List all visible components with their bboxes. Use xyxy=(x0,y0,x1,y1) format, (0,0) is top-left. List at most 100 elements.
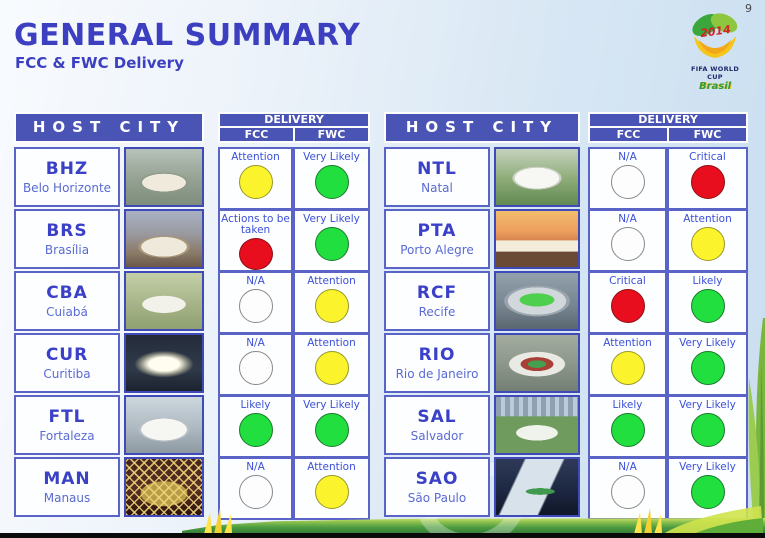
status-label: Actions to be taken xyxy=(221,213,290,237)
table-row: SAL Salvador Likely Very Likely xyxy=(384,395,748,458)
fcc-status-cell: Actions to be taken xyxy=(218,209,293,272)
stadium-photo xyxy=(494,333,580,393)
city-cell: FTL Fortaleza xyxy=(14,395,120,455)
city-name: Salvador xyxy=(410,429,464,443)
fcc-status-cell: Critical xyxy=(588,271,667,334)
city-name: Recife xyxy=(418,305,456,319)
city-cell: CBA Cuiabá xyxy=(14,271,120,331)
fwc-status-cell: Attention xyxy=(293,457,370,520)
city-code: MAN xyxy=(43,469,91,489)
stadium-photo xyxy=(124,209,204,269)
fcc-status-cell: N/A xyxy=(588,209,667,272)
stadium-photo xyxy=(494,147,580,207)
status-circle xyxy=(314,165,349,200)
stadium-photo xyxy=(124,457,204,517)
city-code: PTA xyxy=(417,221,457,241)
status-label: Very Likely xyxy=(679,461,736,473)
table-row: RCF Recife Critical Likely xyxy=(384,271,748,334)
fcc-column-header: FCC xyxy=(590,128,669,143)
table-row: BHZ Belo Horizonte Attention Very Likely xyxy=(14,147,370,210)
stadium-photo xyxy=(494,209,580,269)
city-code: SAL xyxy=(417,407,457,427)
city-name: São Paulo xyxy=(407,491,467,505)
status-circle xyxy=(314,289,349,324)
status-circle xyxy=(238,351,273,386)
status-label: Very Likely xyxy=(303,151,360,163)
host-city-header: HOST CITY xyxy=(14,112,204,143)
status-circle xyxy=(610,475,645,510)
city-cell: SAL Salvador xyxy=(384,395,490,455)
status-circle xyxy=(314,475,349,510)
status-label: N/A xyxy=(618,213,637,225)
host-city-header: HOST CITY xyxy=(384,112,580,143)
status-circle xyxy=(610,289,645,324)
logo-title: FIFA WORLD CUP xyxy=(690,65,740,81)
status-circle xyxy=(690,475,725,510)
status-circle xyxy=(238,475,273,510)
status-label: Very Likely xyxy=(303,213,360,225)
status-circle xyxy=(610,227,645,262)
status-circle xyxy=(690,351,725,386)
status-label: Attention xyxy=(307,275,356,287)
decor-grass-tuft-icon xyxy=(204,508,232,534)
table-row: BRS Brasília Actions to be taken Very Li… xyxy=(14,209,370,272)
delivery-header: DELIVERY FCC FWC xyxy=(588,112,748,143)
status-circle xyxy=(238,165,273,200)
city-name: Manaus xyxy=(43,491,91,505)
city-name: Rio de Janeiro xyxy=(395,367,479,381)
status-label: Critical xyxy=(689,151,726,163)
fcc-status-cell: Attention xyxy=(588,333,667,396)
status-circle xyxy=(610,413,645,448)
city-name: Fortaleza xyxy=(39,429,95,443)
city-cell: NTL Natal xyxy=(384,147,490,207)
city-code: CBA xyxy=(46,283,88,303)
fcc-status-cell: Attention xyxy=(218,147,293,210)
page-title: GENERAL SUMMARY xyxy=(14,18,361,53)
city-cell: BRS Brasília xyxy=(14,209,120,269)
city-code: RCF xyxy=(416,283,458,303)
city-cell: MAN Manaus xyxy=(14,457,120,517)
status-circle xyxy=(690,413,725,448)
fwc-status-cell: Very Likely xyxy=(293,395,370,458)
table-row: PTA Porto Alegre N/A Attention xyxy=(384,209,748,272)
status-label: N/A xyxy=(246,275,265,287)
status-label: Very Likely xyxy=(679,399,736,411)
fifa-emblem-icon: 2014 xyxy=(692,13,738,58)
status-circle xyxy=(314,351,349,386)
page-number: 9 xyxy=(745,2,752,15)
table-left-rows: BHZ Belo Horizonte Attention Very Likely… xyxy=(14,147,370,520)
status-label: Attention xyxy=(307,337,356,349)
city-cell: CUR Curitiba xyxy=(14,333,120,393)
city-cell: PTA Porto Alegre xyxy=(384,209,490,269)
city-cell: RIO Rio de Janeiro xyxy=(384,333,490,393)
status-label: Attention xyxy=(307,461,356,473)
fcc-status-cell: N/A xyxy=(218,271,293,334)
city-code: NTL xyxy=(417,159,457,179)
table-right-rows: NTL Natal N/A Critical PTA Porto Alegre … xyxy=(384,147,748,520)
decor-corner-blades-icon xyxy=(663,506,763,534)
status-circle xyxy=(690,165,725,200)
status-circle xyxy=(610,351,645,386)
status-label: Likely xyxy=(612,399,643,411)
table-row: CBA Cuiabá N/A Attention xyxy=(14,271,370,334)
city-name: Brasília xyxy=(44,243,90,257)
fifa-world-cup-logo: 2014 FIFA WORLD CUP Brasil xyxy=(684,8,746,96)
fwc-column-header: FWC xyxy=(693,128,722,141)
city-code: CUR xyxy=(45,345,89,365)
fcc-column-header: FCC xyxy=(220,128,295,143)
table-row: MAN Manaus N/A Attention xyxy=(14,457,370,520)
city-name: Curitiba xyxy=(43,367,91,381)
status-label: Very Likely xyxy=(303,399,360,411)
status-label: N/A xyxy=(618,461,637,473)
fwc-status-cell: Very Likely xyxy=(667,395,748,458)
city-name: Porto Alegre xyxy=(400,243,474,257)
status-label: Attention xyxy=(231,151,280,163)
status-label: N/A xyxy=(246,337,265,349)
status-circle xyxy=(238,289,273,324)
decor-grass-tuft-icon xyxy=(634,508,662,534)
fwc-status-cell: Likely xyxy=(667,271,748,334)
fwc-status-cell: Attention xyxy=(667,209,748,272)
logo-brand: Brasil xyxy=(698,81,732,92)
status-circle xyxy=(610,165,645,200)
